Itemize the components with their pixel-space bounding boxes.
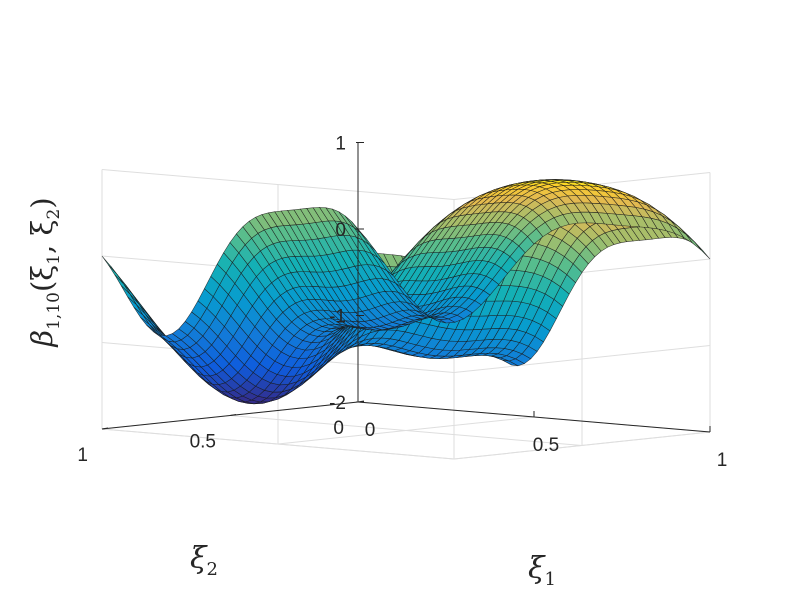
yaxis-tick-mark bbox=[101, 427, 109, 430]
zaxis-tick-label: -2 bbox=[329, 393, 346, 414]
zaxis-tick-label: 0 bbox=[335, 220, 346, 241]
surface-patch bbox=[685, 234, 702, 251]
yaxis-tick-label: 0 bbox=[333, 418, 344, 439]
yaxis-tick-mark bbox=[357, 400, 365, 403]
axes-grid bbox=[101, 169, 711, 460]
xaxis-tick-label: 0.5 bbox=[533, 435, 559, 456]
surface-patch bbox=[351, 221, 368, 240]
grid-line bbox=[101, 169, 455, 200]
surface-patch bbox=[120, 285, 137, 305]
grid-line bbox=[453, 345, 711, 373]
yaxis-tick-mark bbox=[229, 414, 237, 416]
surface-patch bbox=[108, 264, 124, 285]
zaxis-tick-label: 1 bbox=[335, 134, 346, 155]
xaxis-tick-label: 0 bbox=[365, 420, 376, 441]
zaxis-tick-label: -1 bbox=[329, 307, 346, 328]
zaxis-label: β1,10(ξ1, ξ2) bbox=[25, 197, 64, 347]
grid-line bbox=[101, 428, 455, 460]
surface-patch bbox=[114, 274, 131, 295]
xaxis-tick-label: 1 bbox=[717, 450, 728, 471]
yaxis-tick-label: 0.5 bbox=[190, 432, 216, 453]
yaxis-tick-label: 1 bbox=[77, 445, 88, 466]
xaxis-label: ξ1 bbox=[528, 551, 556, 589]
grid-line bbox=[229, 415, 583, 446]
yaxis-label: ξ2 bbox=[190, 541, 218, 580]
surface-mesh bbox=[101, 179, 711, 405]
axis-ticks: -2 -1 0 1 0 0.5 1 0 0.5 1 bbox=[77, 134, 727, 472]
grid-line bbox=[453, 431, 711, 460]
